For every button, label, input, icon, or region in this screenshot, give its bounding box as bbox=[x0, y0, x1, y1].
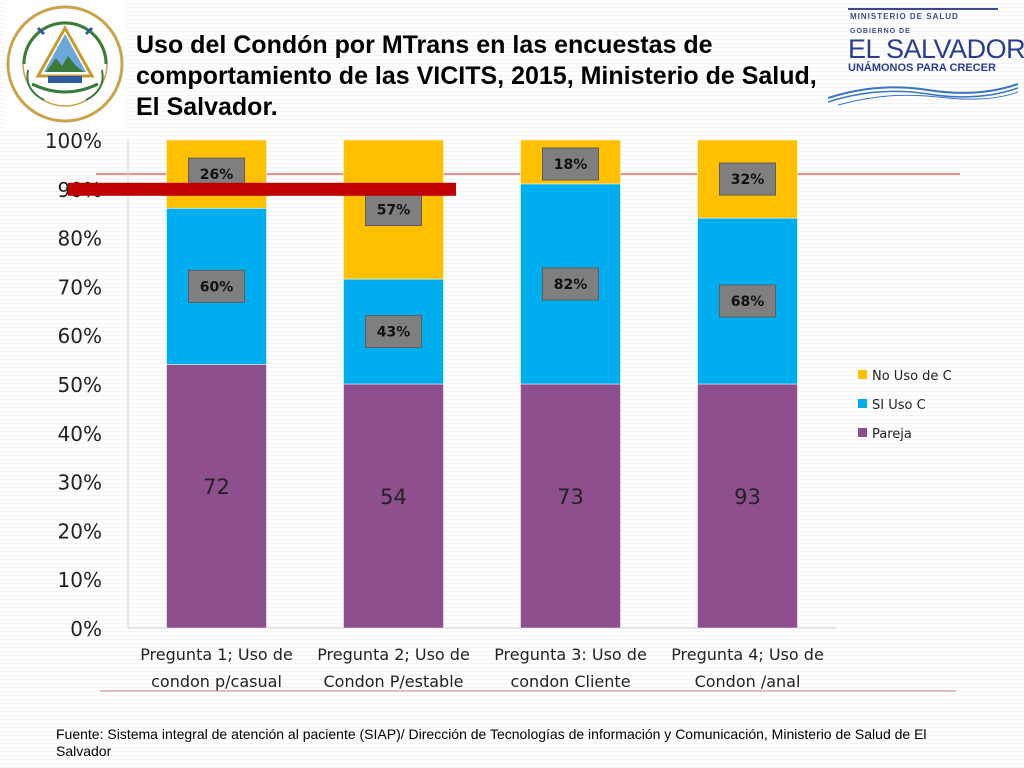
x-category-label: Pregunta 1; Uso de bbox=[140, 645, 293, 664]
bar-label-no-uso: 32% bbox=[731, 172, 765, 188]
bar-label-pareja: 93 bbox=[734, 485, 761, 509]
ministry-logo: MINISTERIO DE SALUD GOBIERNO DE EL SALVA… bbox=[828, 8, 1024, 106]
bar-label-pareja: 72 bbox=[203, 475, 230, 499]
bar-label-si-uso: 60% bbox=[200, 279, 234, 295]
bar-label-box-no-uso bbox=[365, 193, 422, 227]
bar-label-box-si-uso bbox=[188, 269, 245, 303]
bar-segment-pareja bbox=[166, 364, 267, 629]
y-tick-label: 20% bbox=[58, 519, 102, 543]
legend-label: Pareja bbox=[872, 427, 912, 442]
y-tick-label: 100% bbox=[45, 129, 102, 153]
bar-label-si-uso: 68% bbox=[731, 294, 765, 310]
logo-slogan-text: UNÁMONOS PARA CRECER bbox=[848, 62, 996, 74]
x-category-label: Condon /anal bbox=[695, 672, 801, 691]
y-tick-label: 10% bbox=[58, 568, 102, 592]
bar-label-si-uso: 43% bbox=[377, 325, 411, 341]
y-tick-label: 60% bbox=[58, 324, 102, 348]
bar-label-box-no-uso bbox=[719, 162, 776, 196]
legend-label: SI Uso C bbox=[872, 398, 926, 413]
legend-swatch bbox=[858, 399, 867, 408]
y-tick-label: 40% bbox=[58, 422, 102, 446]
bar-label-pareja: 54 bbox=[380, 485, 407, 509]
legend-swatch bbox=[858, 370, 867, 379]
bar-label-no-uso: 57% bbox=[377, 203, 411, 219]
bar-segment-pareja bbox=[520, 383, 621, 629]
bar-label-no-uso: 18% bbox=[554, 157, 588, 173]
bar-label-pareja: 73 bbox=[557, 485, 584, 509]
logo-ministry-text: MINISTERIO DE SALUD bbox=[850, 12, 959, 21]
logo-rule bbox=[848, 8, 998, 10]
x-category-label: Pregunta 2; Uso de bbox=[317, 645, 470, 664]
legend-label: No Uso de C bbox=[872, 369, 952, 384]
bar-label-si-uso: 82% bbox=[554, 277, 588, 293]
bar-label-box-si-uso bbox=[719, 284, 776, 318]
logo-country-text: EL SALVADOR bbox=[848, 34, 1024, 64]
logo-gobierno-text: GOBIERNO DE bbox=[850, 28, 911, 35]
bar-segment-pareja bbox=[697, 383, 798, 629]
y-tick-label: 0% bbox=[70, 617, 102, 641]
x-category-label: Condon P/estable bbox=[323, 672, 463, 691]
y-tick-label: 30% bbox=[58, 471, 102, 495]
logo-waves bbox=[828, 83, 1018, 106]
bar-segment-pareja bbox=[343, 383, 444, 629]
y-tick-label: 70% bbox=[58, 275, 102, 299]
legend-swatch bbox=[858, 428, 867, 437]
bar-label-box-si-uso bbox=[365, 315, 422, 349]
x-category-label: Pregunta 4; Uso de bbox=[671, 645, 824, 664]
reference-line-90 bbox=[68, 182, 456, 196]
bar-label-box-no-uso bbox=[542, 147, 599, 181]
bar-label-box-si-uso bbox=[542, 267, 599, 301]
slide-title: Uso del Condón por MTrans en las encuest… bbox=[136, 31, 817, 121]
source-footnote: Fuente: Sistema integral de atención al … bbox=[56, 726, 927, 759]
coat-of-arms-seal bbox=[4, 0, 126, 128]
x-category-label: Pregunta 3: Uso de bbox=[494, 645, 647, 664]
bar-label-no-uso: 26% bbox=[200, 167, 234, 183]
x-category-label: condon Cliente bbox=[510, 672, 630, 691]
x-category-label: condon p/casual bbox=[151, 672, 282, 691]
y-tick-label: 50% bbox=[58, 373, 102, 397]
y-tick-label: 80% bbox=[58, 227, 102, 251]
